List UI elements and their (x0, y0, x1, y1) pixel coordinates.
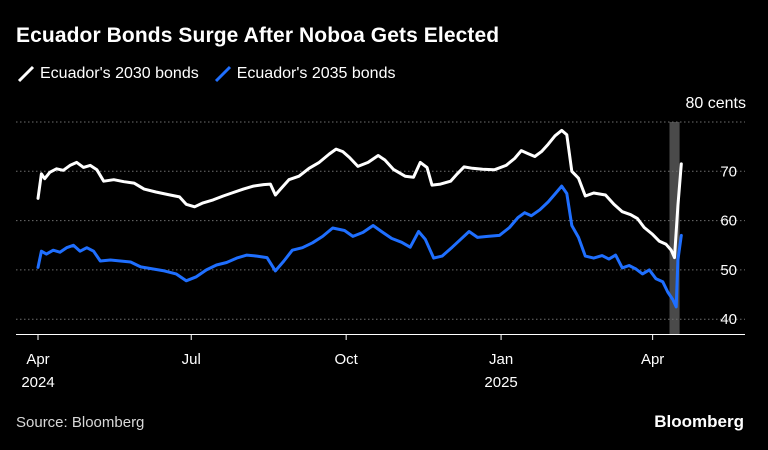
election-highlight-band (669, 122, 680, 334)
y-tick-label: 40 (720, 311, 737, 328)
x-tick-label: Jul (182, 351, 201, 368)
x-tick-label: Apr (641, 351, 664, 368)
legend-swatch-2035 (213, 64, 233, 84)
x-tick-year-label: 2025 (484, 374, 517, 391)
chart-title: Ecuador Bonds Surge After Noboa Gets Ele… (16, 24, 500, 47)
legend-item-2030: Ecuador's 2030 bonds (16, 64, 199, 84)
y-tick-label: 60 (720, 213, 737, 230)
series-line-2030-bonds (36, 128, 683, 260)
legend-swatch-2030 (16, 64, 36, 84)
x-tick-label: Oct (334, 351, 358, 368)
legend-label-2030: Ecuador's 2030 bonds (40, 65, 199, 82)
legend: Ecuador's 2030 bonds Ecuador's 2035 bond… (16, 64, 409, 84)
source-note: Source: Bloomberg (16, 414, 145, 431)
y-unit-label: 80 cents (685, 95, 746, 112)
x-tick-label: Apr (26, 351, 49, 368)
legend-label-2035: Ecuador's 2035 bonds (236, 65, 396, 82)
x-tick-label: Jan (489, 351, 513, 368)
legend-item-2035: Ecuador's 2035 bonds (213, 64, 396, 84)
y-tick-label: 50 (720, 262, 737, 279)
y-tick-label: 70 (720, 163, 737, 180)
series-line-2035-bonds (36, 184, 683, 309)
bloomberg-logo: Bloomberg (654, 412, 744, 431)
x-tick-year-label: 2024 (21, 374, 54, 391)
